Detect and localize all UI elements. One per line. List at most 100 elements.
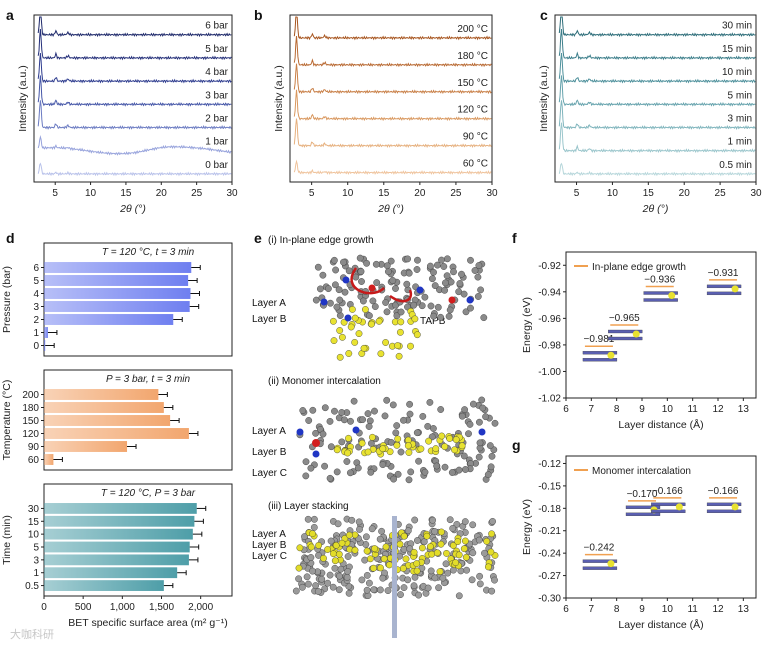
xrd-pattern-line bbox=[293, 16, 492, 41]
y-tick-label: 2 bbox=[33, 315, 39, 326]
series-label: 1 min bbox=[728, 137, 752, 148]
carbon-atom bbox=[332, 266, 339, 274]
carbon-atom bbox=[462, 308, 470, 316]
carbon-atom bbox=[406, 400, 413, 408]
lattice-atom-highlight bbox=[370, 564, 377, 572]
carbon-atom bbox=[467, 256, 474, 264]
x-tick-label: 10 bbox=[85, 188, 97, 199]
tapb-atom bbox=[345, 434, 352, 442]
carbon-atom bbox=[331, 281, 339, 289]
energy-value-label: −0.931 bbox=[708, 268, 739, 279]
lattice-atom bbox=[411, 516, 419, 524]
lattice-atom-highlight bbox=[462, 553, 470, 561]
layer-model-sheet bbox=[625, 512, 661, 516]
lattice-atom bbox=[304, 580, 312, 588]
carbon-atom bbox=[338, 438, 346, 446]
lattice-atom bbox=[318, 575, 326, 583]
carbon-atom bbox=[350, 397, 358, 405]
carbon-atom bbox=[316, 285, 324, 293]
lattice-atom bbox=[413, 537, 421, 544]
x-tick-label: 15 bbox=[378, 188, 390, 199]
tapb-atom bbox=[425, 437, 432, 445]
carbon-atom bbox=[433, 261, 441, 269]
reaction-arrow bbox=[389, 289, 413, 303]
series-label: 0 bar bbox=[205, 160, 228, 171]
series-label: 200 °C bbox=[457, 24, 488, 35]
y-tick-label: 3 bbox=[33, 555, 39, 566]
lattice-atom bbox=[370, 586, 378, 594]
lattice-atom bbox=[476, 580, 484, 588]
carbon-atom bbox=[359, 297, 367, 305]
x-tick-label: 0 bbox=[41, 602, 47, 613]
watermark-text: 大咖科研 bbox=[10, 627, 54, 641]
nitrogen-atom bbox=[466, 296, 474, 304]
carbon-atom bbox=[321, 462, 328, 470]
lattice-atom-highlight bbox=[454, 538, 462, 545]
xrd-pattern-line bbox=[37, 162, 232, 177]
x-tick-label: 12 bbox=[712, 604, 724, 615]
monomer-marker bbox=[731, 285, 739, 293]
bar bbox=[44, 389, 159, 400]
carbon-atom bbox=[431, 282, 439, 289]
carbon-atom bbox=[460, 290, 468, 298]
lattice-atom bbox=[410, 582, 418, 590]
caption-in-plane-edge-growth: (i) In-plane edge growth bbox=[268, 235, 374, 246]
bar bbox=[44, 541, 190, 553]
tapb-atom bbox=[329, 317, 337, 325]
series-label: 1 bar bbox=[205, 137, 228, 148]
label-layer-c-iii: Layer C bbox=[252, 551, 287, 562]
carbon-atom bbox=[366, 417, 374, 425]
carbon-atom bbox=[387, 257, 395, 265]
y-tick-label: -0.18 bbox=[538, 504, 561, 515]
carbon-atom bbox=[384, 268, 392, 275]
carbon-atom bbox=[445, 312, 453, 320]
x-tick-label: 10 bbox=[607, 188, 619, 199]
series-label: 60 °C bbox=[463, 159, 488, 170]
carbon-atom bbox=[419, 412, 427, 420]
y-axis-label: Energy (eV) bbox=[521, 499, 533, 555]
carbon-atom bbox=[441, 286, 448, 294]
carbon-atom bbox=[446, 306, 454, 314]
lattice-atom-highlight bbox=[423, 532, 431, 540]
y-tick-label: 200 bbox=[22, 390, 39, 401]
bar bbox=[44, 327, 48, 338]
tapb-atom bbox=[417, 445, 425, 453]
panel-label-a: a bbox=[6, 7, 14, 23]
carbon-atom bbox=[427, 302, 435, 310]
carbon-atom bbox=[413, 266, 421, 273]
carbon-atom bbox=[330, 256, 338, 264]
carbon-atom bbox=[403, 280, 411, 288]
tapb-atom bbox=[393, 441, 401, 449]
carbon-atom bbox=[441, 279, 449, 287]
x-axis-label: 2θ (°) bbox=[119, 203, 146, 215]
y-tick-label: 30 bbox=[28, 504, 40, 515]
carbon-atom bbox=[333, 303, 341, 311]
bar-subplot: P = 3 bar, t = 3 min Temperature (°C) 200 1… bbox=[1, 369, 233, 471]
x-tick-label: 10 bbox=[662, 604, 674, 615]
caption-monomer-intercalation: (ii) Monomer intercalation bbox=[268, 376, 381, 387]
tapb-atom bbox=[397, 318, 405, 326]
x-tick-label: 15 bbox=[120, 188, 132, 199]
lattice-atom bbox=[363, 572, 371, 579]
x-axis-label: 2θ (°) bbox=[642, 203, 669, 215]
lattice-atom-highlight bbox=[377, 564, 384, 572]
carbon-atom bbox=[383, 396, 391, 404]
tapb-atom bbox=[446, 435, 453, 442]
bar bbox=[44, 415, 171, 426]
carbon-atom bbox=[333, 468, 341, 476]
lattice-atom bbox=[345, 589, 353, 597]
lattice-atom bbox=[435, 584, 442, 592]
lattice-atom bbox=[469, 521, 477, 529]
lattice-atom bbox=[439, 574, 447, 582]
carbon-atom bbox=[379, 461, 387, 468]
lattice-atom-highlight bbox=[329, 550, 337, 558]
monomer-marker bbox=[731, 503, 739, 511]
y-tick-label: -0.96 bbox=[538, 314, 561, 325]
lattice-atom bbox=[411, 573, 419, 581]
lattice-atom bbox=[404, 576, 412, 584]
bar bbox=[44, 428, 189, 439]
x-tick-label: 500 bbox=[75, 602, 92, 613]
carbon-atom bbox=[369, 297, 377, 305]
layer-model-sheet bbox=[706, 284, 742, 289]
lattice-atom-highlight bbox=[452, 559, 459, 566]
